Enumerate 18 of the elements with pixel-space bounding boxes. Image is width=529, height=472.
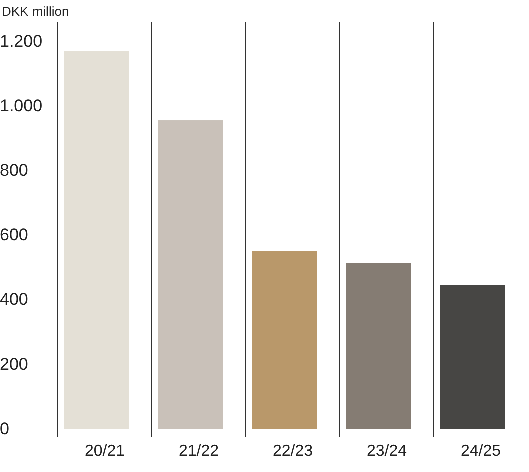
x-tick-label: 24/25 [460, 443, 502, 460]
y-tick-label: 1.000 [0, 96, 43, 116]
bar [440, 285, 505, 429]
y-tick-label: 800 [0, 161, 28, 180]
bar [158, 120, 223, 429]
bar [346, 263, 411, 429]
x-tick-label: 23/24 [366, 443, 408, 460]
bar [252, 251, 317, 429]
y-tick-label: 600 [0, 226, 28, 245]
x-tick-label: 21/22 [178, 443, 220, 460]
y-tick-label: 400 [0, 290, 28, 310]
y-tick-label: 1.200 [0, 32, 43, 51]
bar [64, 51, 129, 429]
y-tick-label: 0 [0, 419, 10, 438]
x-tick-label: 22/23 [272, 443, 314, 460]
y-tick-label: 200 [0, 354, 28, 374]
y-axis-title: DKK million [2, 4, 70, 19]
x-tick-label: 20/21 [84, 443, 126, 460]
